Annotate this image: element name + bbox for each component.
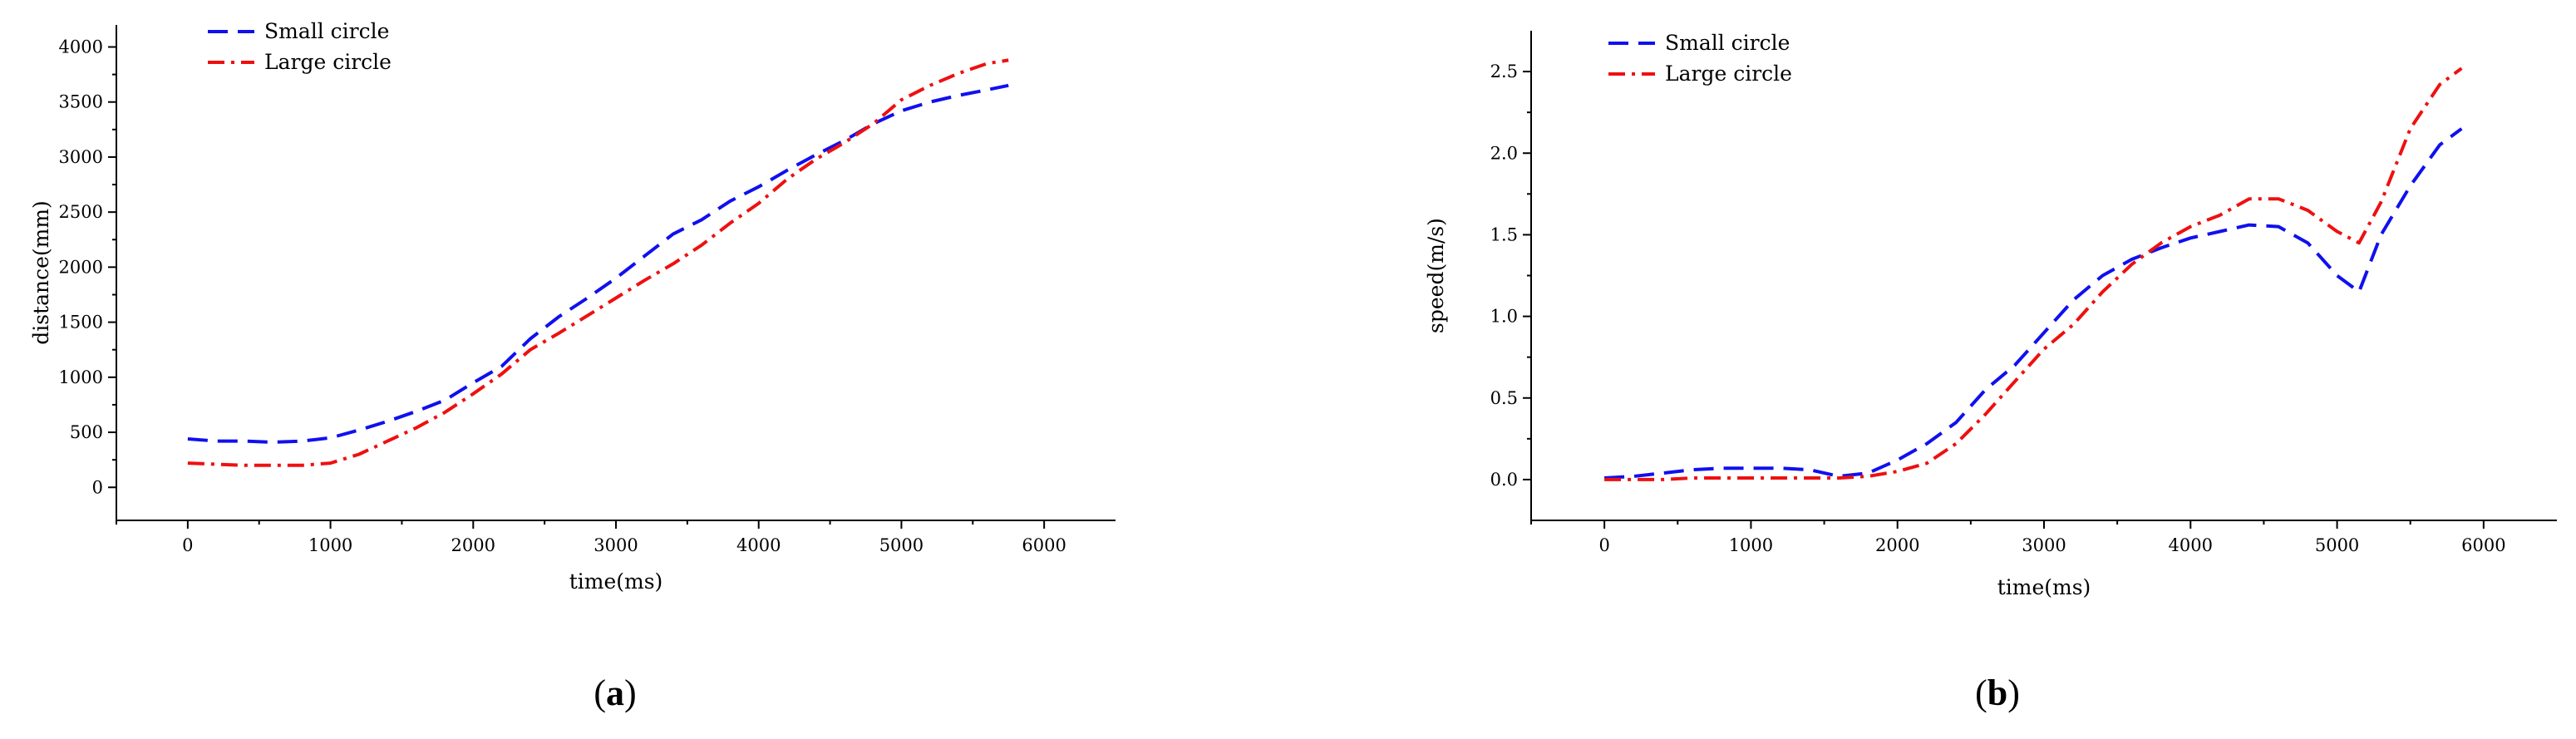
chart-a: 0 1000 2000 3000 4000 5000 6000 0 500 1000 1500 200… <box>29 19 1116 713</box>
legend-label: Large circle <box>264 50 392 74</box>
series-line-large-circle <box>187 58 1009 467</box>
x-axis-label: time(ms) <box>569 569 663 594</box>
series-line-small-circle <box>1603 127 2463 480</box>
y-tick-label: 0.5 <box>1490 388 1518 408</box>
x-tick-label: 0 <box>182 535 193 555</box>
x-tick-label: 4000 <box>736 535 781 555</box>
legend-label: Small circle <box>264 19 389 43</box>
y-tick-label: 1000 <box>59 367 103 387</box>
y-tick-label: 1500 <box>59 313 103 333</box>
y-tick-label: 0.0 <box>1490 470 1518 490</box>
y-tick-label: 4000 <box>59 37 103 57</box>
legend-label: Small circle <box>1665 31 1790 55</box>
x-tick-label: 5000 <box>879 535 924 555</box>
y-tick-label: 3000 <box>59 147 103 167</box>
x-tick-label: 1000 <box>1729 535 1773 555</box>
chart-b: 0 1000 2000 3000 4000 5000 6000 0.0 0.5 1.0 1.5 2.0… <box>1424 31 2557 713</box>
x-tick-label: 4000 <box>2169 535 2213 555</box>
y-axis-label: distance(mm) <box>29 200 53 345</box>
y-tick-label: 2500 <box>59 202 103 222</box>
x-tick-label: 1000 <box>308 535 352 555</box>
legend-label: Large circle <box>1665 62 1792 86</box>
x-tick-label: 3000 <box>594 535 638 555</box>
panel-label: (b) <box>1975 672 2020 713</box>
x-tick-label: 6000 <box>2461 535 2505 555</box>
x-tick-label: 5000 <box>2315 535 2359 555</box>
x-tick-label: 2000 <box>1875 535 1919 555</box>
x-tick-label: 6000 <box>1022 535 1066 555</box>
y-axis-label: speed(m/s) <box>1424 218 1448 333</box>
y-tick-label: 2000 <box>59 257 103 277</box>
y-tick-label: 2.0 <box>1490 143 1518 163</box>
panel-label: (a) <box>594 672 636 713</box>
x-axis-label: time(ms) <box>1997 575 2091 599</box>
x-tick-label: 3000 <box>2022 535 2066 555</box>
y-tick-label: 2.5 <box>1490 62 1518 81</box>
y-tick-label: 1.0 <box>1490 307 1518 327</box>
y-tick-label: 500 <box>70 422 103 442</box>
x-tick-label: 0 <box>1598 535 1609 555</box>
y-tick-label: 3500 <box>59 92 103 112</box>
y-tick-label: 0 <box>92 477 103 497</box>
series-line-small-circle <box>187 83 1009 444</box>
x-tick-label: 2000 <box>451 535 495 555</box>
series-line-large-circle <box>1604 67 2463 481</box>
y-tick-label: 1.5 <box>1490 224 1518 244</box>
